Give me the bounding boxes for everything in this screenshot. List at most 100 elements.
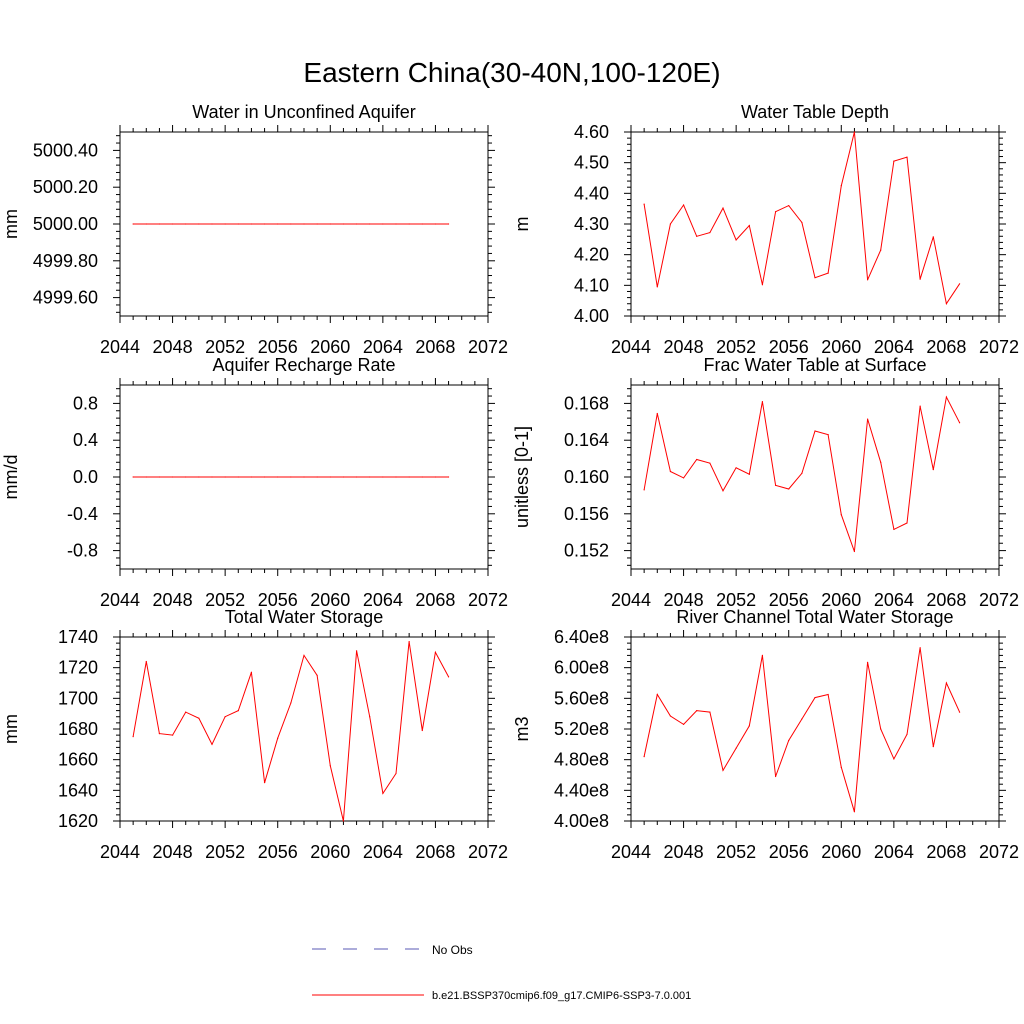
- y-tick-label: 0.152: [564, 541, 609, 561]
- data-point: [656, 693, 658, 696]
- x-tick-label: 2064: [363, 337, 403, 357]
- x-tick-label: 2052: [205, 337, 245, 357]
- data-point: [211, 223, 213, 225]
- data-point: [145, 476, 147, 478]
- data-point: [342, 820, 345, 822]
- data-point: [840, 766, 842, 768]
- data-point: [788, 205, 790, 207]
- data-point: [643, 756, 645, 758]
- data-point: [669, 223, 672, 225]
- data-series-line: [643, 647, 961, 812]
- y-tick-label: 6.40e8: [554, 627, 609, 647]
- data-point: [132, 736, 134, 738]
- y-tick-label: 4.60: [574, 122, 609, 142]
- data-point: [447, 476, 450, 478]
- y-axis-label: mm: [1, 209, 21, 239]
- data-point: [735, 239, 737, 241]
- y-tick-label: 4.40e8: [554, 780, 609, 800]
- y-tick-label: 0.156: [564, 504, 609, 524]
- data-point: [919, 278, 921, 280]
- data-point: [421, 729, 423, 732]
- data-point: [408, 223, 410, 225]
- data-point: [198, 476, 200, 478]
- data-point: [224, 476, 226, 478]
- data-point: [250, 223, 253, 225]
- chart-panel-5: Total Water Storage mm 2044 2048 2052 2056 206…: [1, 607, 508, 862]
- data-point: [748, 224, 750, 227]
- data-point: [853, 131, 856, 133]
- y-tick-label: 1620: [58, 811, 98, 831]
- x-tick-label: 2068: [926, 590, 966, 610]
- panel-title: River Channel Total Water Storage: [676, 607, 953, 627]
- x-tick-label: 2044: [611, 337, 651, 357]
- x-tick-label: 2068: [926, 842, 966, 862]
- y-tick-label: 0.0: [73, 467, 98, 487]
- chart-panel-1: Water in Unconfined Aquifer mm 2044 2048 205…: [1, 102, 508, 357]
- data-point: [382, 476, 384, 478]
- data-point: [696, 235, 698, 237]
- chart-panel-4: Frac Water Table at Surface unitless [0-1…: [512, 355, 1019, 610]
- x-tick-label: 2064: [874, 590, 914, 610]
- data-point: [303, 476, 305, 478]
- x-tick-label: 2056: [258, 842, 298, 862]
- data-point: [408, 641, 410, 643]
- y-tick-label: 4.50: [574, 153, 609, 173]
- panel-title: Total Water Storage: [225, 607, 383, 627]
- data-point: [342, 476, 345, 478]
- data-point: [814, 277, 816, 279]
- x-tick-label: 2044: [611, 842, 651, 862]
- data-point: [669, 715, 672, 717]
- y-tick-label: 1680: [58, 719, 98, 739]
- data-point: [369, 223, 371, 225]
- x-tick-label: 2072: [979, 337, 1019, 357]
- data-point: [447, 223, 450, 225]
- data-point: [932, 746, 934, 748]
- x-tick-label: 2048: [153, 590, 193, 610]
- data-point: [722, 490, 724, 492]
- x-tick-label: 2064: [874, 337, 914, 357]
- x-tick-label: 2072: [468, 842, 508, 862]
- data-point: [171, 223, 174, 225]
- data-point: [880, 461, 882, 463]
- x-tick-label: 2052: [205, 842, 245, 862]
- data-point: [945, 682, 948, 684]
- data-point: [893, 160, 895, 162]
- y-tick-label: 4.00: [574, 306, 609, 326]
- data-point: [198, 223, 200, 225]
- x-tick-label: 2044: [100, 590, 140, 610]
- data-point: [158, 223, 161, 225]
- data-point: [145, 660, 147, 663]
- data-point: [748, 473, 750, 475]
- data-point: [853, 550, 856, 553]
- panels: Water in Unconfined Aquifer mm 2044 2048 205…: [1, 102, 1019, 862]
- data-point: [316, 223, 318, 225]
- data-point: [880, 249, 882, 251]
- data-point: [761, 400, 764, 403]
- data-point: [434, 223, 437, 225]
- data-point: [434, 651, 437, 653]
- x-tick-label: 2052: [716, 590, 756, 610]
- data-point: [185, 223, 187, 225]
- x-tick-label: 2060: [310, 590, 350, 610]
- data-point: [171, 734, 174, 736]
- y-tick-label: 1740: [58, 627, 98, 647]
- y-tick-label: 0.164: [564, 430, 609, 450]
- data-point: [211, 743, 213, 745]
- data-series-line: [643, 131, 961, 305]
- data-point: [774, 775, 777, 778]
- data-point: [316, 476, 318, 478]
- y-axis-label: unitless [0-1]: [512, 426, 532, 528]
- y-tick-label: 0.160: [564, 467, 609, 487]
- x-tick-label: 2068: [415, 842, 455, 862]
- data-point: [814, 430, 816, 432]
- data-point: [840, 514, 842, 516]
- data-point: [788, 488, 790, 490]
- data-point: [263, 476, 266, 478]
- y-axis-label: m: [512, 217, 532, 232]
- x-tick-label: 2060: [821, 590, 861, 610]
- data-point: [395, 223, 397, 225]
- x-tick-label: 2048: [664, 842, 704, 862]
- data-point: [395, 476, 397, 478]
- y-tick-label: 4.00e8: [554, 811, 609, 831]
- x-tick-label: 2072: [979, 590, 1019, 610]
